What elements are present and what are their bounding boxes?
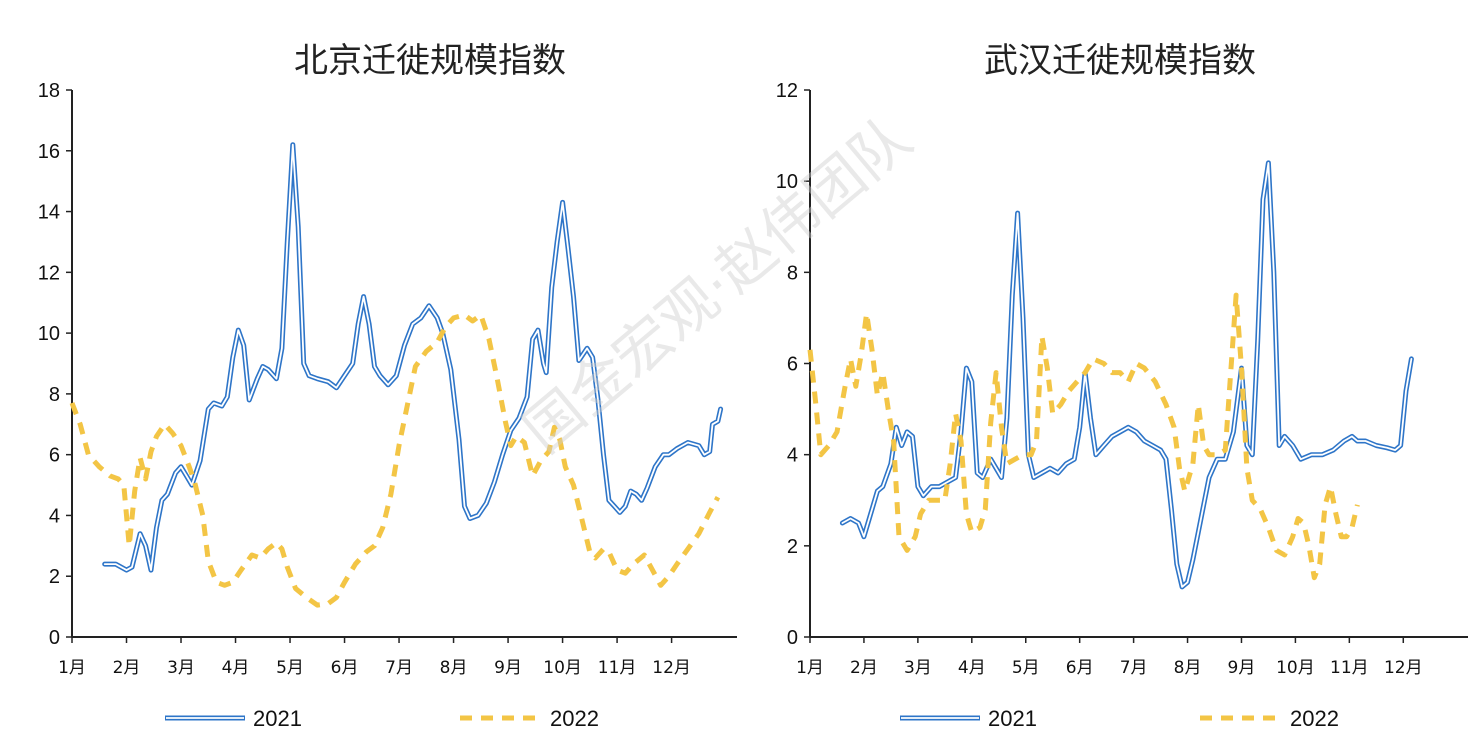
x-tick-label: 8月 <box>440 658 468 678</box>
legend-label-2021: 2021 <box>988 706 1037 731</box>
x-tick-label: 8月 <box>1174 658 1202 678</box>
x-tick-label: 3月 <box>167 658 195 678</box>
legend: 2021 2022 <box>900 706 1339 731</box>
y-tick-label: 10 <box>776 171 798 193</box>
wuhan-chart: 武汉迁徙规模指数 0 2 4 6 8 10 12 1月 2月 3月 4月 5月 6月 7月 8月 9月 10月 11… <box>776 41 1468 731</box>
series-2021 <box>839 160 1414 590</box>
series-line-outer <box>839 160 1414 590</box>
x-tick-label: 7月 <box>385 658 413 678</box>
x-tick-label: 5月 <box>276 658 304 678</box>
x-tick-label: 11月 <box>598 658 637 678</box>
x-tick-label: 6月 <box>331 658 359 678</box>
x-tick-label: 7月 <box>1120 658 1148 678</box>
legend: 2021 2022 <box>165 706 599 731</box>
x-tick-label: 4月 <box>222 658 250 678</box>
x-tick-label: 2月 <box>113 658 141 678</box>
x-tick-label: 5月 <box>1012 658 1040 678</box>
beijing-chart: 北京迁徙规模指数 0 2 4 6 8 10 12 14 16 18 1月 2月 3月 4月 5月 6月 7月 8月 9… <box>38 41 737 731</box>
x-tick-label: 1月 <box>796 658 824 678</box>
y-tick-label: 16 <box>38 141 60 163</box>
series-2022 <box>69 312 721 608</box>
series-line-inner <box>103 143 722 571</box>
y-tick-label: 8 <box>49 384 60 406</box>
y-tick-label: 0 <box>49 627 60 649</box>
series-2021 <box>102 142 724 573</box>
y-tick-label: 2 <box>49 566 60 588</box>
series-line-inner <box>841 162 1413 588</box>
y-tick-label: 4 <box>49 505 60 527</box>
chart-title: 北京迁徙规模指数 <box>294 41 566 81</box>
x-tick-label: 9月 <box>494 658 522 678</box>
x-tick-label: 6月 <box>1066 658 1094 678</box>
x-tick-label: 9月 <box>1228 658 1256 678</box>
y-tick-label: 0 <box>787 627 798 649</box>
series-line-dashed <box>69 312 721 608</box>
y-tick-label: 14 <box>38 202 60 224</box>
y-tick-label: 6 <box>787 354 798 376</box>
legend-label-2022: 2022 <box>550 706 599 731</box>
x-tick-label: 1月 <box>58 658 86 678</box>
series-2022 <box>807 292 1360 581</box>
x-tick-label: 3月 <box>904 658 932 678</box>
x-tick-label: 2月 <box>850 658 878 678</box>
legend-label-2022: 2022 <box>1290 706 1339 731</box>
x-tick-label: 4月 <box>958 658 986 678</box>
x-tick-label: 12月 <box>652 658 691 678</box>
y-tick-label: 6 <box>49 445 60 467</box>
series-line-dashed <box>807 292 1360 581</box>
legend-label-2021: 2021 <box>253 706 302 731</box>
y-tick-label: 18 <box>38 80 60 102</box>
chart-title: 武汉迁徙规模指数 <box>984 41 1256 81</box>
x-tick-label: 10月 <box>543 658 582 678</box>
x-tick-label: 10月 <box>1276 658 1315 678</box>
y-tick-label: 10 <box>38 323 60 345</box>
y-tick-label: 12 <box>776 80 798 102</box>
y-tick-label: 2 <box>787 536 798 558</box>
y-tick-label: 4 <box>787 445 798 467</box>
y-tick-label: 12 <box>38 262 60 284</box>
x-tick-label: 12月 <box>1384 658 1423 678</box>
y-tick-label: 8 <box>787 262 798 284</box>
x-tick-label: 11月 <box>1330 658 1369 678</box>
